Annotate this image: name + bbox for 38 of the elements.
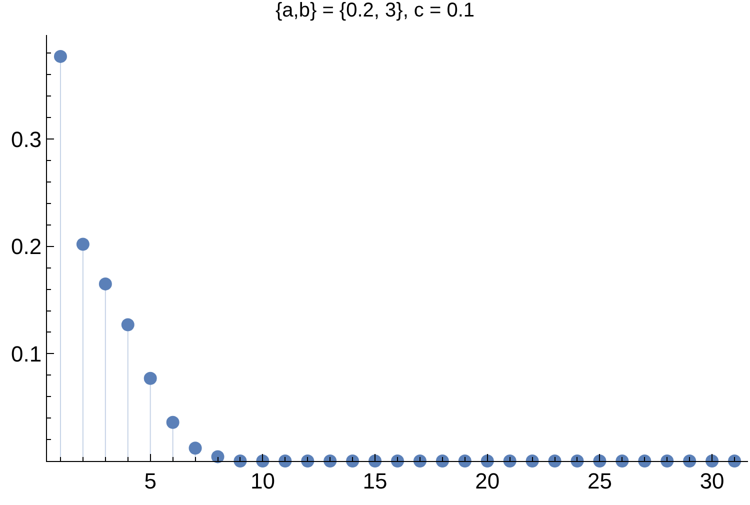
point [436,454,449,468]
x-tick-label: 5 [144,468,156,494]
x-tick-label: 10 [250,468,275,494]
point [660,454,674,468]
y-tick-label: 0.1 [11,341,42,366]
point [458,454,472,468]
point [76,238,90,251]
point [98,277,112,290]
point [413,454,426,468]
point [324,454,337,468]
point [54,50,67,63]
chart-title: {a,b} = {0.2, 3}, c = 0.1 [275,0,475,22]
x-tick-label: 25 [587,468,612,494]
point [503,454,516,468]
x-tick-label: 15 [362,468,388,494]
point [706,454,719,468]
x-tick-label: 20 [475,468,500,494]
point [548,454,562,468]
point [234,454,247,468]
point [188,442,202,455]
point [638,454,652,468]
point [144,372,157,385]
point [570,454,584,468]
point [121,318,134,332]
point [728,454,742,468]
point [346,454,360,468]
point [683,454,696,468]
point [211,450,224,464]
point [526,454,539,468]
point [616,454,629,468]
point [301,454,314,468]
y-tick-label: 0.3 [11,126,42,152]
point [278,454,292,468]
point [166,416,180,429]
x-tick-label: 30 [700,468,724,494]
y-tick-label: 0.2 [11,234,42,260]
point [391,454,404,468]
point [368,454,382,468]
